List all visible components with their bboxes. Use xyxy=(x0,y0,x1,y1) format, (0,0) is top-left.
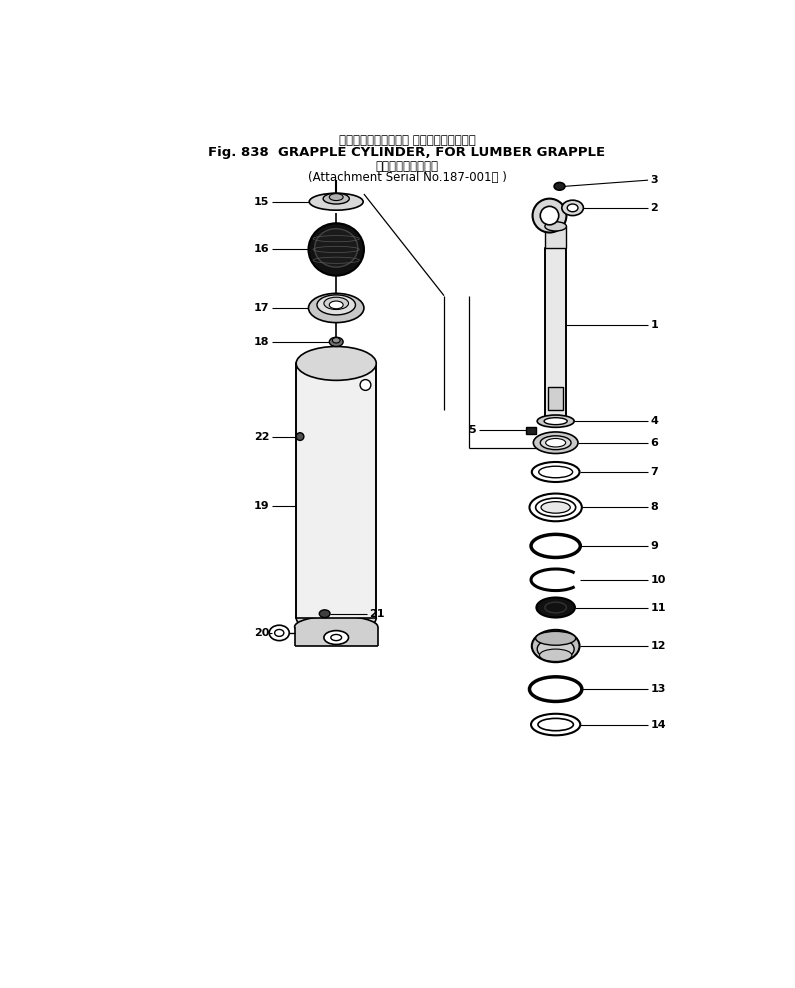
Ellipse shape xyxy=(531,535,580,557)
Ellipse shape xyxy=(308,223,364,276)
Text: 17: 17 xyxy=(254,303,270,313)
Ellipse shape xyxy=(323,194,349,205)
Bar xyxy=(545,226,567,248)
Ellipse shape xyxy=(544,418,567,425)
Ellipse shape xyxy=(529,494,582,522)
Ellipse shape xyxy=(315,228,358,267)
Text: 4: 4 xyxy=(650,416,658,426)
Ellipse shape xyxy=(324,297,348,309)
Ellipse shape xyxy=(567,205,578,211)
Text: アタッチメント号機: アタッチメント号機 xyxy=(375,160,439,173)
Ellipse shape xyxy=(532,462,580,482)
Ellipse shape xyxy=(540,649,572,661)
Ellipse shape xyxy=(531,713,580,735)
Text: 21: 21 xyxy=(370,609,385,618)
Text: 5: 5 xyxy=(468,426,475,436)
Text: 18: 18 xyxy=(254,337,270,347)
Text: 20: 20 xyxy=(254,628,270,638)
Circle shape xyxy=(360,379,370,390)
Ellipse shape xyxy=(541,206,559,225)
Ellipse shape xyxy=(331,634,342,640)
Circle shape xyxy=(297,433,304,441)
Text: Fig. 838  GRAPPLE CYLINDER, FOR LUMBER GRAPPLE: Fig. 838 GRAPPLE CYLINDER, FOR LUMBER GR… xyxy=(208,146,606,159)
Ellipse shape xyxy=(270,625,289,640)
Ellipse shape xyxy=(317,294,355,315)
Ellipse shape xyxy=(332,338,340,343)
Ellipse shape xyxy=(541,436,571,450)
Text: 11: 11 xyxy=(650,603,666,613)
Ellipse shape xyxy=(539,466,572,478)
Ellipse shape xyxy=(533,199,567,232)
Text: 19: 19 xyxy=(254,501,270,511)
Text: 10: 10 xyxy=(650,575,665,585)
Ellipse shape xyxy=(329,337,343,347)
Ellipse shape xyxy=(536,631,576,645)
Ellipse shape xyxy=(537,598,575,618)
Ellipse shape xyxy=(274,629,284,636)
Text: 12: 12 xyxy=(650,641,666,651)
Text: 15: 15 xyxy=(254,197,270,206)
Bar xyxy=(295,626,378,646)
Ellipse shape xyxy=(545,221,567,231)
Ellipse shape xyxy=(545,602,567,613)
Text: 1: 1 xyxy=(650,320,658,330)
Bar xyxy=(545,248,567,417)
Ellipse shape xyxy=(537,415,574,428)
Ellipse shape xyxy=(324,630,348,644)
Ellipse shape xyxy=(297,601,376,634)
Ellipse shape xyxy=(532,629,580,662)
Ellipse shape xyxy=(329,301,343,309)
Text: 13: 13 xyxy=(650,684,665,695)
Ellipse shape xyxy=(554,183,565,190)
Ellipse shape xyxy=(541,502,570,513)
Ellipse shape xyxy=(309,194,363,210)
Ellipse shape xyxy=(545,439,566,447)
Ellipse shape xyxy=(536,498,576,517)
Ellipse shape xyxy=(537,638,574,660)
Ellipse shape xyxy=(562,201,584,215)
Text: 16: 16 xyxy=(254,244,270,255)
Ellipse shape xyxy=(533,432,578,453)
Ellipse shape xyxy=(308,293,364,323)
Text: 2: 2 xyxy=(650,203,658,212)
Ellipse shape xyxy=(295,616,378,637)
Text: (Attachment Serial No.187-001～ ): (Attachment Serial No.187-001～ ) xyxy=(308,171,506,184)
Text: 3: 3 xyxy=(650,175,658,185)
Text: 8: 8 xyxy=(650,503,658,513)
Ellipse shape xyxy=(329,194,343,201)
Text: 22: 22 xyxy=(254,432,270,442)
Text: 14: 14 xyxy=(650,719,666,729)
Text: グラップルシリンダ， ランバグラップル用: グラップルシリンダ， ランバグラップル用 xyxy=(339,133,475,146)
Ellipse shape xyxy=(529,677,582,701)
Text: 9: 9 xyxy=(650,540,658,551)
Ellipse shape xyxy=(538,718,573,731)
Text: 6: 6 xyxy=(650,438,658,448)
Ellipse shape xyxy=(297,347,376,380)
Ellipse shape xyxy=(320,610,330,618)
Text: 7: 7 xyxy=(650,467,658,477)
Bar xyxy=(297,364,376,618)
Bar xyxy=(548,386,564,410)
Bar xyxy=(526,428,536,435)
